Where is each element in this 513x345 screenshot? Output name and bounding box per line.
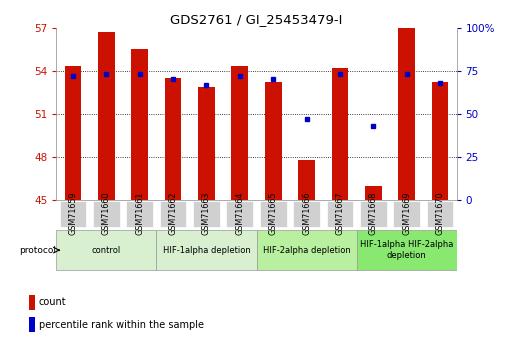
FancyBboxPatch shape — [393, 201, 420, 227]
Bar — [265, 82, 282, 200]
Text: percentile rank within the sample: percentile rank within the sample — [38, 319, 204, 329]
FancyBboxPatch shape — [256, 230, 357, 270]
FancyBboxPatch shape — [56, 230, 156, 270]
FancyBboxPatch shape — [426, 201, 453, 227]
Bar — [131, 49, 148, 200]
Text: GSM71663: GSM71663 — [202, 192, 211, 235]
Text: HIF-1alpha HIF-2alpha
depletion: HIF-1alpha HIF-2alpha depletion — [360, 240, 453, 260]
Bar — [65, 67, 82, 200]
Bar — [231, 67, 248, 200]
Bar — [165, 78, 182, 200]
Text: GSM71669: GSM71669 — [402, 191, 411, 235]
Text: GSM71667: GSM71667 — [336, 191, 344, 235]
FancyBboxPatch shape — [360, 201, 386, 227]
FancyBboxPatch shape — [126, 201, 153, 227]
Text: GSM71670: GSM71670 — [436, 191, 444, 235]
Bar — [198, 87, 215, 200]
Text: GSM71668: GSM71668 — [369, 192, 378, 235]
Text: GSM71661: GSM71661 — [135, 192, 144, 235]
Bar — [365, 186, 382, 200]
Bar — [29, 317, 35, 332]
Bar — [398, 28, 415, 200]
Bar — [431, 82, 448, 200]
Title: GDS2761 / GI_25453479-I: GDS2761 / GI_25453479-I — [170, 13, 343, 27]
Bar — [298, 160, 315, 200]
FancyBboxPatch shape — [226, 201, 253, 227]
FancyBboxPatch shape — [193, 201, 220, 227]
Text: count: count — [38, 297, 66, 307]
Bar — [98, 32, 115, 200]
Text: GSM71662: GSM71662 — [169, 191, 177, 235]
Bar — [331, 68, 348, 200]
FancyBboxPatch shape — [156, 230, 256, 270]
Text: protocol: protocol — [19, 246, 56, 255]
FancyBboxPatch shape — [160, 201, 187, 227]
FancyBboxPatch shape — [93, 201, 120, 227]
Bar — [29, 295, 35, 310]
FancyBboxPatch shape — [326, 201, 353, 227]
Text: GSM71665: GSM71665 — [269, 191, 278, 235]
FancyBboxPatch shape — [260, 201, 286, 227]
FancyBboxPatch shape — [60, 201, 86, 227]
Text: control: control — [92, 246, 121, 255]
FancyBboxPatch shape — [357, 230, 457, 270]
Text: GSM71659: GSM71659 — [69, 191, 77, 235]
FancyBboxPatch shape — [293, 201, 320, 227]
Text: GSM71664: GSM71664 — [235, 192, 244, 235]
Text: HIF-2alpha depletion: HIF-2alpha depletion — [263, 246, 350, 255]
Text: GSM71660: GSM71660 — [102, 192, 111, 235]
Text: GSM71666: GSM71666 — [302, 192, 311, 235]
Text: HIF-1alpha depletion: HIF-1alpha depletion — [163, 246, 250, 255]
